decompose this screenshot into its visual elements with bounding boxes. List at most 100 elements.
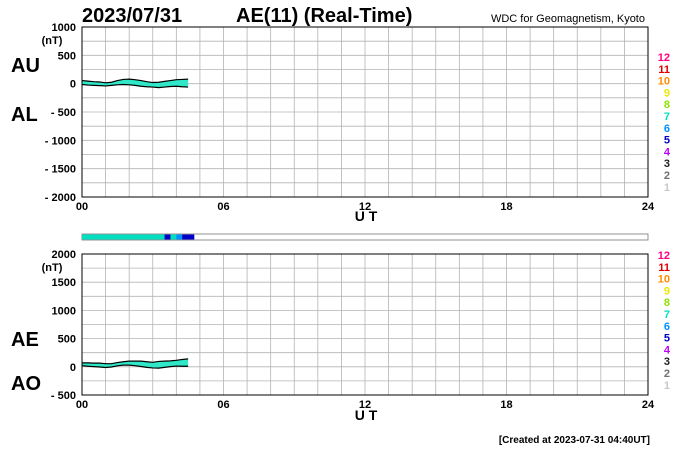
legend-count-2: 2 bbox=[664, 368, 670, 380]
legend-count-10: 10 bbox=[658, 274, 670, 286]
source-label: WDC for Geomagnetism, Kyoto bbox=[491, 13, 645, 25]
y-tick-label: 2000 bbox=[52, 249, 76, 261]
date-title: 2023/07/31 bbox=[82, 5, 182, 27]
ae-ao-grid bbox=[82, 254, 648, 395]
legend-count-11: 11 bbox=[658, 262, 670, 274]
station-bar-cell bbox=[188, 234, 195, 240]
legend-count-6: 6 bbox=[664, 123, 670, 135]
x-tick-label: 00 bbox=[76, 399, 88, 411]
created-timestamp: [Created at 2023-07-31 04:40UT] bbox=[499, 435, 650, 446]
ae-line bbox=[82, 358, 189, 365]
x-tick-label: 18 bbox=[500, 399, 512, 411]
station-bar-cell bbox=[99, 234, 106, 240]
station-bar-cell bbox=[182, 234, 189, 240]
station-bar-cell bbox=[152, 234, 159, 240]
y-tick-label: 1000 bbox=[52, 305, 76, 317]
legend-count-11: 11 bbox=[658, 64, 670, 76]
y-tick-label: - 500 bbox=[51, 107, 76, 119]
au-line bbox=[81, 78, 189, 84]
al-line bbox=[81, 83, 189, 89]
au-al-unit-label: (nT) bbox=[42, 35, 63, 47]
y-tick-label: 0 bbox=[70, 362, 76, 374]
legend-count-3: 3 bbox=[664, 356, 670, 368]
station-bar-cell bbox=[129, 234, 136, 240]
y-tick-label: - 1000 bbox=[45, 135, 76, 147]
station-bar-cell bbox=[93, 234, 100, 240]
legend-count-5: 5 bbox=[664, 333, 670, 345]
station-bar-cell bbox=[146, 234, 154, 240]
x-tick-label: 18 bbox=[500, 201, 512, 213]
ae-ao-unit-label: (nT) bbox=[42, 262, 63, 274]
al-series-label: AL bbox=[11, 104, 38, 126]
legend-count-8: 8 bbox=[664, 99, 670, 111]
x-tick-label: 00 bbox=[76, 201, 88, 213]
ae-ao-panel: 2000 1500 1000 500 0 - 500 00 06 12 18 24 (nT) U … bbox=[11, 249, 655, 423]
legend-count-2: 2 bbox=[664, 170, 670, 182]
legend-count-6: 6 bbox=[664, 321, 670, 333]
station-bar-cell bbox=[82, 234, 89, 240]
station-bar-cells bbox=[82, 234, 195, 240]
legend-count-9: 9 bbox=[664, 285, 670, 297]
legend-count-12: 12 bbox=[658, 250, 670, 262]
au-al-grid bbox=[82, 27, 648, 197]
x-tick-label: 24 bbox=[642, 399, 655, 411]
legend-count-7: 7 bbox=[664, 309, 670, 321]
y-tick-label: 1000 bbox=[52, 22, 76, 34]
legend-count-7: 7 bbox=[664, 111, 670, 123]
legend-count-4: 4 bbox=[664, 146, 671, 158]
ae-ao-plot-frame bbox=[81, 253, 649, 396]
station-bar-cell bbox=[111, 234, 118, 240]
au-al-plot-frame bbox=[81, 26, 649, 198]
ao-line bbox=[81, 364, 189, 369]
au-al-x-label: U T bbox=[355, 208, 378, 224]
legend-count-9: 9 bbox=[664, 87, 670, 99]
y-tick-label: 1500 bbox=[52, 277, 76, 289]
ae-series-label: AE bbox=[11, 329, 39, 351]
station-bar-cell bbox=[176, 234, 183, 240]
au-al-y-axis: 1000 500 0 - 500 - 1000 - 1500 - 2000 bbox=[45, 22, 76, 204]
y-tick-label: 500 bbox=[58, 334, 76, 346]
ao-series-label: AO bbox=[11, 373, 41, 395]
y-tick-label: 500 bbox=[58, 50, 76, 62]
au-al-traces bbox=[81, 78, 189, 89]
station-bar-cell bbox=[123, 234, 130, 240]
ae-ao-x-label: U T bbox=[355, 407, 378, 423]
x-tick-label: 12 bbox=[359, 399, 371, 411]
au-al-panel: 1000 500 0 - 500 - 1000 - 1500 - 2000 00 06 12 18… bbox=[11, 22, 655, 224]
legend-count-1: 1 bbox=[664, 380, 670, 392]
index-title: AE(11) (Real-Time) bbox=[236, 5, 412, 27]
x-tick-label: 06 bbox=[217, 201, 229, 213]
ae-ao-y-axis: 2000 1500 1000 500 0 - 500 bbox=[51, 249, 76, 402]
y-tick-label: - 2000 bbox=[45, 192, 76, 204]
au-al-x-axis: 00 06 12 18 24 bbox=[76, 201, 655, 213]
station-count-bar bbox=[81, 233, 649, 241]
station-bar-cell bbox=[135, 234, 142, 240]
trace-fill bbox=[82, 358, 189, 369]
station-bar-cell bbox=[170, 234, 177, 240]
station-bar-cell bbox=[158, 234, 165, 240]
x-tick-label: 06 bbox=[217, 399, 229, 411]
legend-count-8: 8 bbox=[664, 297, 670, 309]
station-bar-cell bbox=[87, 234, 95, 240]
station-bar-cell bbox=[117, 234, 124, 240]
legend-count-10: 10 bbox=[658, 76, 670, 88]
legend-count-12: 12 bbox=[658, 52, 670, 64]
legend-count-3: 3 bbox=[664, 158, 670, 170]
legend-count-4: 4 bbox=[664, 344, 671, 356]
y-tick-label: - 500 bbox=[51, 390, 76, 402]
au-series-label: AU bbox=[11, 55, 40, 77]
y-tick-label: 0 bbox=[70, 79, 76, 91]
legend-count-1: 1 bbox=[664, 182, 670, 194]
station-bar-cell bbox=[140, 234, 148, 240]
ae-ao-x-axis: 00 06 12 18 24 bbox=[76, 399, 655, 411]
x-tick-label: 24 bbox=[642, 201, 655, 213]
station-bar-cell bbox=[105, 234, 112, 240]
y-tick-label: - 1500 bbox=[45, 164, 76, 176]
ae-ao-traces bbox=[81, 358, 189, 369]
legend-count-5: 5 bbox=[664, 135, 670, 147]
station-bar-cell bbox=[164, 234, 171, 240]
x-tick-label: 12 bbox=[359, 201, 371, 213]
